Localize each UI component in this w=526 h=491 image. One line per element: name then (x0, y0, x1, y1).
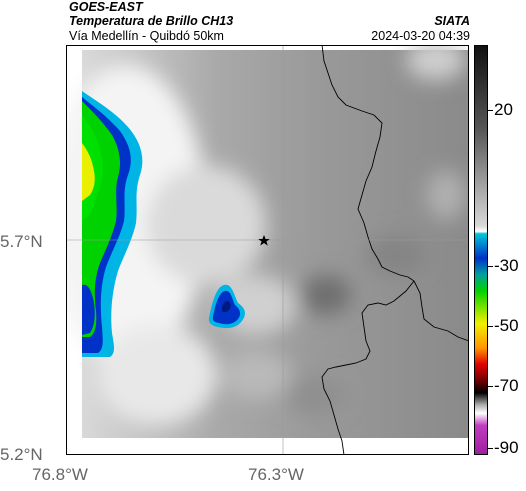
product-title: Temperatura de Brillo CH13 (69, 14, 234, 28)
organization-label: SIATA (434, 14, 470, 28)
colorbar-tick-mark (488, 448, 493, 449)
star-marker (258, 235, 270, 246)
timestamp-label: 2024-03-20 04:39 (371, 29, 470, 43)
lon-tick-label: 76.3°W (248, 465, 304, 484)
colorbar-tick-label: -90 (494, 438, 519, 457)
colorbar-tick-label: -50 (494, 316, 519, 335)
lat-tick-label: 5.7°N (0, 232, 43, 251)
lat-tick-label: 5.2°N (0, 445, 43, 464)
colorbar-tick-label: 20 (494, 100, 513, 119)
region-label: Vía Medellín - Quibdó 50km (69, 29, 224, 43)
brightness-temperature-map (66, 45, 469, 455)
colorbar-tick-mark (488, 266, 493, 267)
colorbar-tick-mark (488, 386, 493, 387)
satellite-title: GOES-EAST (69, 0, 143, 14)
cold-cloud-cell (208, 284, 245, 329)
colorbar-tick-label: -30 (494, 256, 519, 275)
lon-tick-label: 76.8°W (32, 465, 88, 484)
colorbar-tick-label: -70 (494, 376, 519, 395)
colorbar (474, 45, 488, 455)
satellite-image (66, 45, 469, 455)
colorbar-tick-mark (488, 326, 493, 327)
colorbar-tick-mark (488, 110, 493, 111)
cold-cloud-west (82, 91, 143, 357)
border-lines (321, 45, 469, 455)
